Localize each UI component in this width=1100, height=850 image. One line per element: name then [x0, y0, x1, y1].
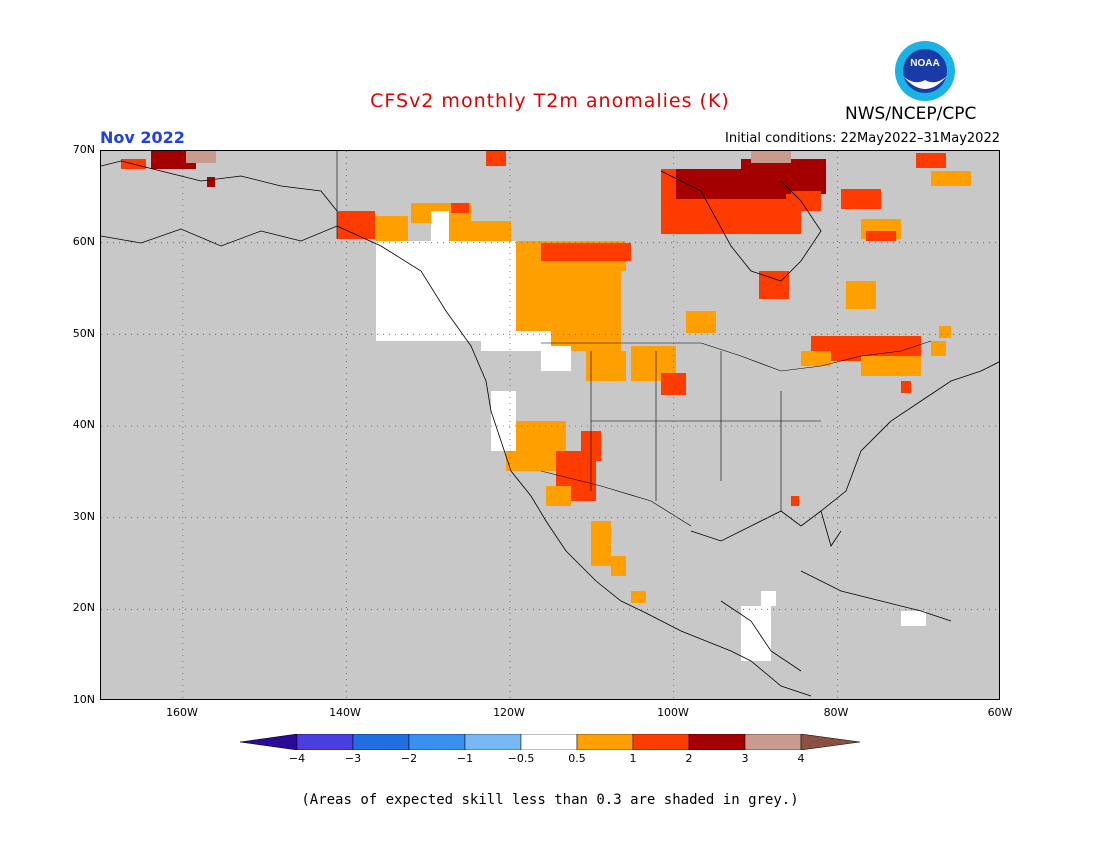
- lat-label-60n: 60N: [72, 235, 95, 248]
- skill-footnote: (Areas of expected skill less than 0.3 a…: [301, 792, 799, 808]
- lon-label-120w: 120W: [493, 706, 525, 719]
- lat-label-50n: 50N: [72, 327, 95, 340]
- anomaly-patches: [121, 151, 971, 661]
- borders: [336, 151, 932, 527]
- legend-label: 4: [797, 752, 805, 765]
- lat-label-70n: 70N: [72, 143, 95, 156]
- lat-label-20n: 20N: [72, 601, 95, 614]
- lon-label-160w: 160W: [166, 706, 198, 719]
- legend-label: 0.5: [568, 752, 586, 765]
- legend-label: −4: [288, 752, 306, 765]
- lon-label-60w: 60W: [987, 706, 1013, 719]
- legend-label: −0.5: [507, 752, 535, 765]
- color-legend: [239, 733, 861, 762]
- lon-label-100w: 100W: [657, 706, 689, 719]
- graticule: [101, 151, 999, 699]
- lon-label-140w: 140W: [329, 706, 361, 719]
- legend-label: 1: [629, 752, 637, 765]
- noaa-logo-text: NOAA: [910, 58, 939, 69]
- legend-label: −1: [456, 752, 474, 765]
- anomaly-map: [100, 150, 1000, 700]
- initial-conditions: Initial conditions: 22May2022–31May2022: [725, 131, 1000, 146]
- coastlines: [101, 160, 999, 697]
- lat-label-10n: 10N: [72, 693, 95, 706]
- noaa-logo: NOAA: [894, 40, 956, 102]
- legend-label: 3: [741, 752, 749, 765]
- forecast-month: Nov 2022: [100, 128, 185, 147]
- lat-label-30n: 30N: [72, 510, 95, 523]
- agency-label: NWS/NCEP/CPC: [845, 104, 977, 124]
- legend-label: 2: [685, 752, 693, 765]
- legend-label: −3: [344, 752, 362, 765]
- lat-label-40n: 40N: [72, 418, 95, 431]
- map-title: CFSv2 monthly T2m anomalies (K): [370, 90, 730, 112]
- legend-label: −2: [400, 752, 418, 765]
- lon-label-80w: 80W: [823, 706, 849, 719]
